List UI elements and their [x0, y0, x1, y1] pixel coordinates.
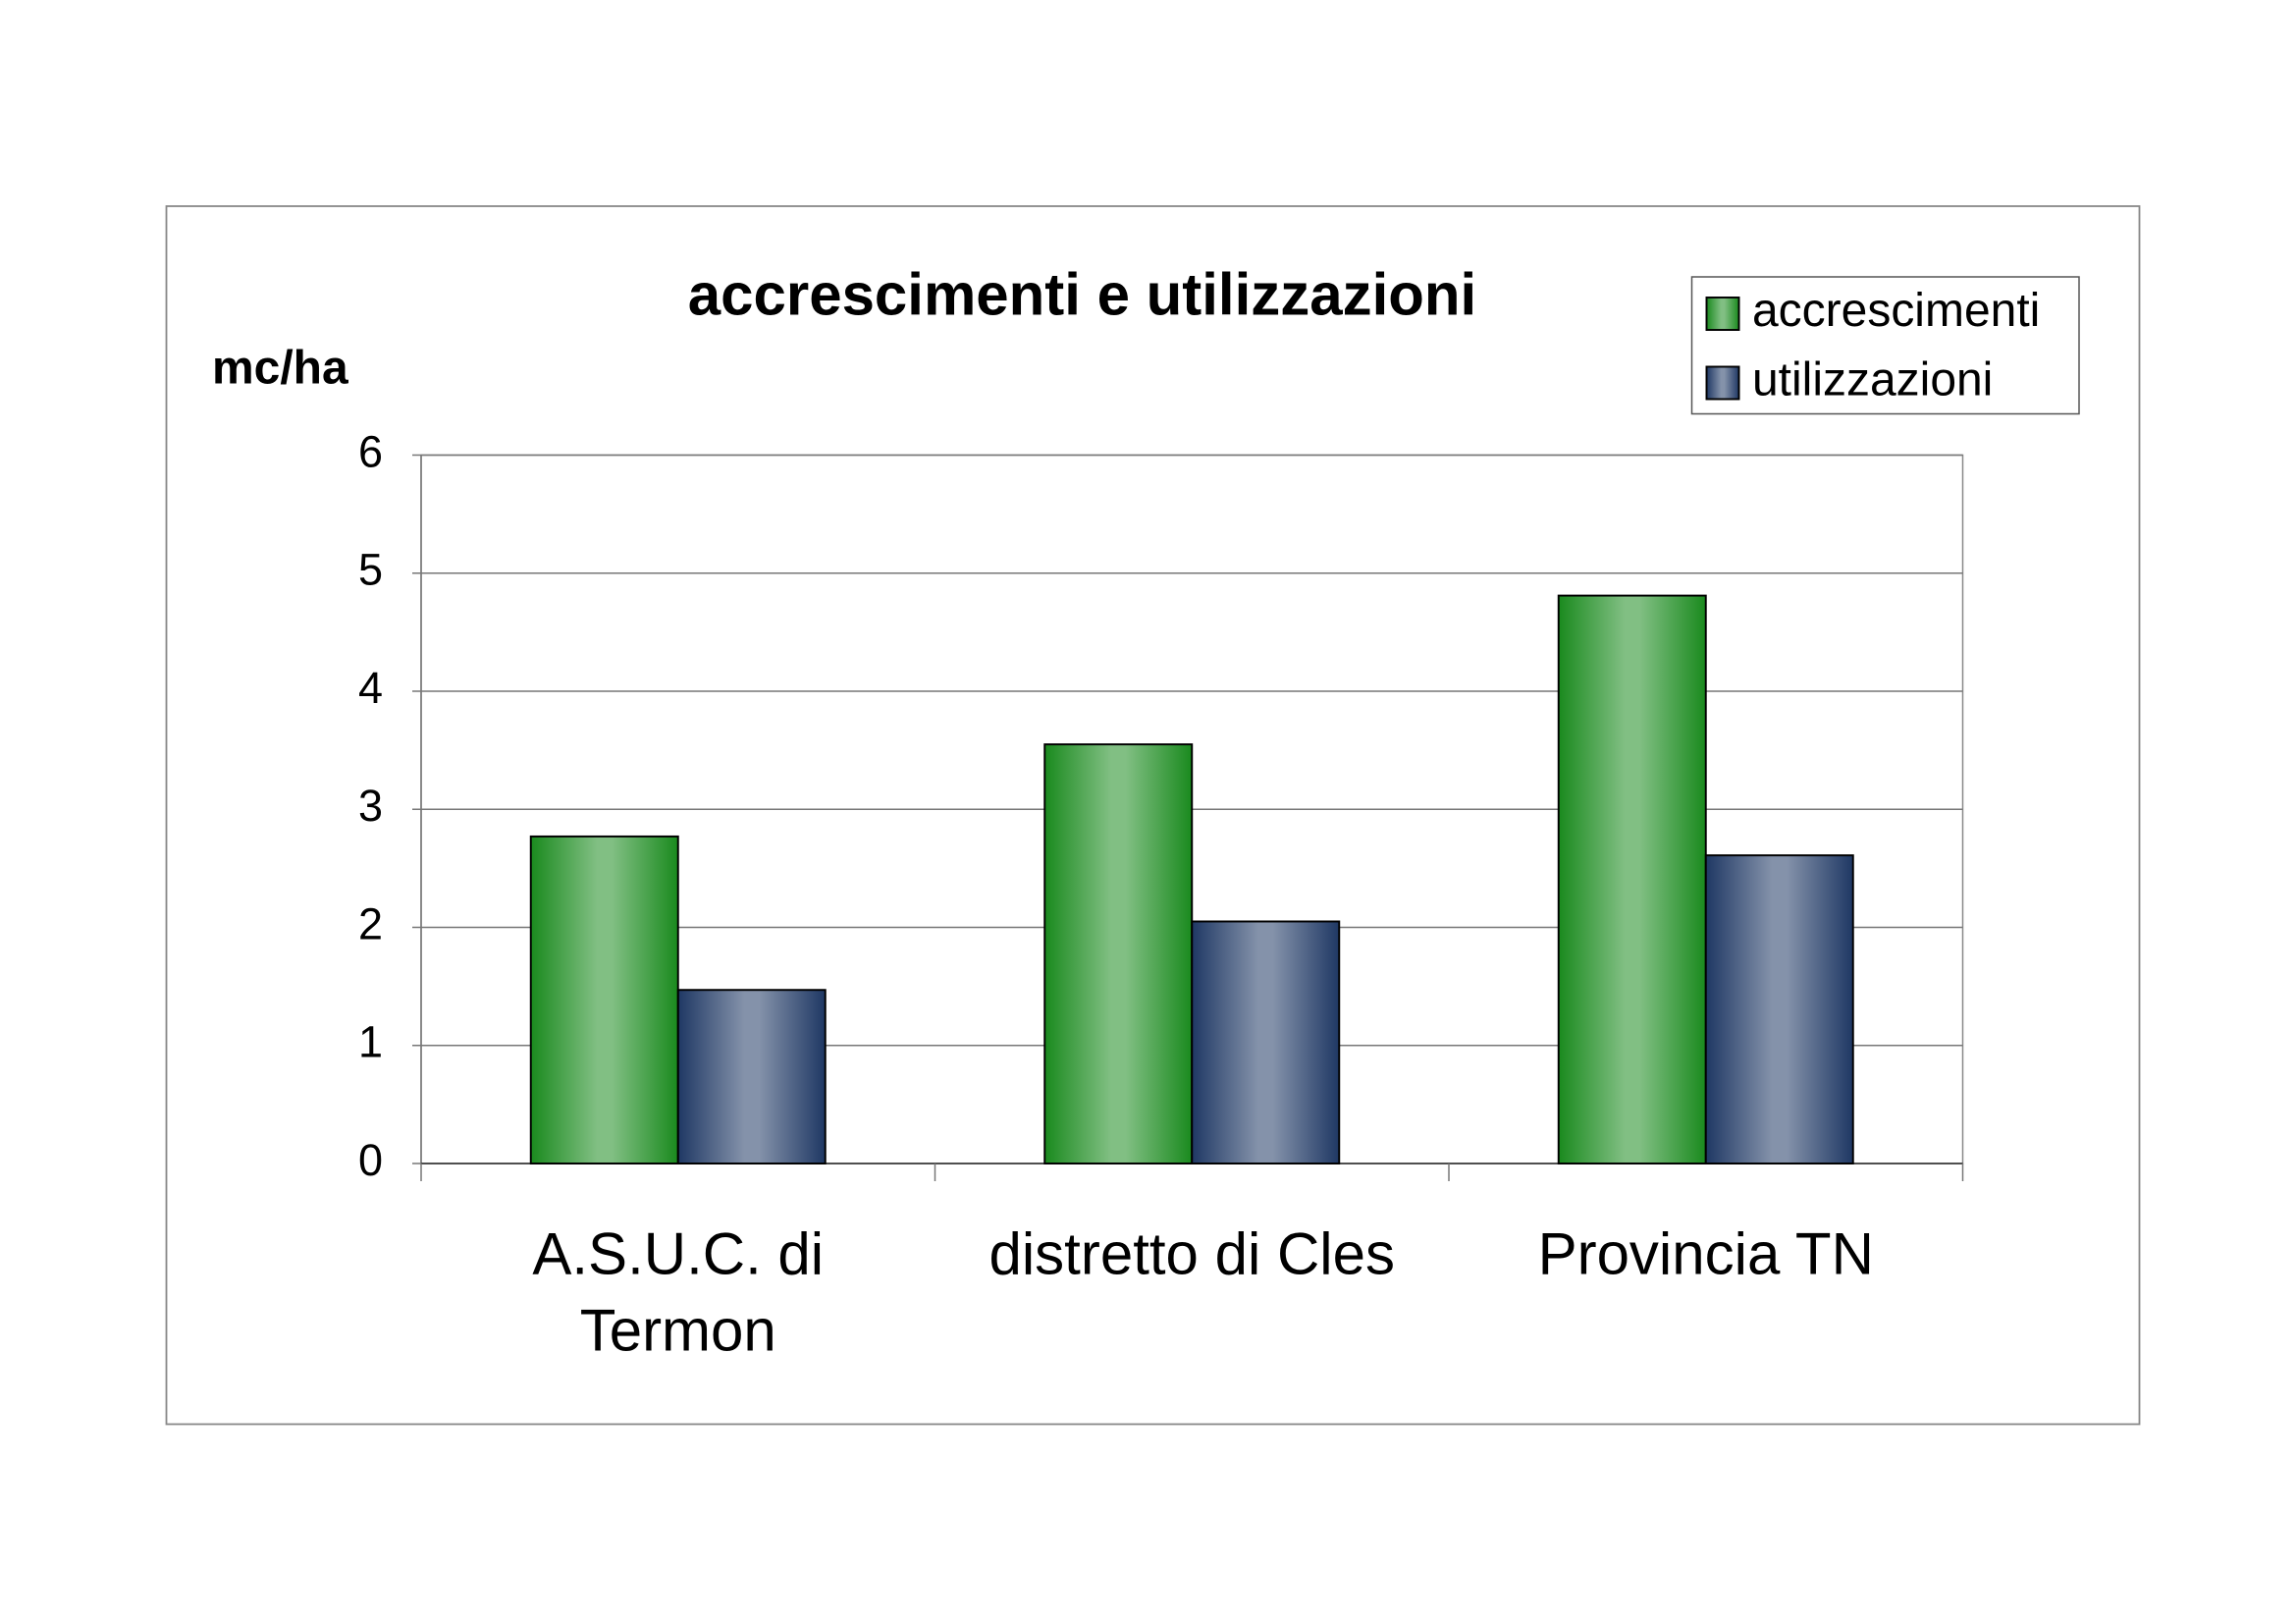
bar: [1043, 743, 1194, 1164]
chart-title: accrescimenti e utilizzazioni: [688, 261, 1476, 327]
y-tick-label: 4: [358, 663, 383, 713]
y-tick-label: 2: [358, 898, 383, 948]
bar: [529, 835, 679, 1164]
legend-swatch: [1705, 297, 1740, 331]
y-tick-label: 3: [358, 781, 383, 831]
bar: [676, 989, 827, 1164]
x-tick-label: distretto di Cles: [988, 1221, 1395, 1287]
bar: [1557, 594, 1707, 1164]
y-tick-label: 0: [358, 1135, 383, 1185]
bar: [1704, 854, 1854, 1164]
legend-box: [1690, 276, 2080, 415]
legend-label: utilizzazioni: [1752, 354, 1993, 406]
y-tick-label: 5: [358, 545, 383, 595]
x-tick-label: A.S.U.C. di Termon: [532, 1221, 825, 1364]
y-tick-label: 6: [358, 426, 383, 476]
legend-swatch: [1705, 365, 1740, 401]
bar: [1191, 920, 1341, 1164]
y-tick-label: 1: [358, 1017, 383, 1067]
legend-label: accrescimenti: [1752, 285, 2040, 337]
x-tick-label: Provincia TN: [1537, 1221, 1874, 1287]
y-axis-label: mc/ha: [212, 343, 348, 395]
